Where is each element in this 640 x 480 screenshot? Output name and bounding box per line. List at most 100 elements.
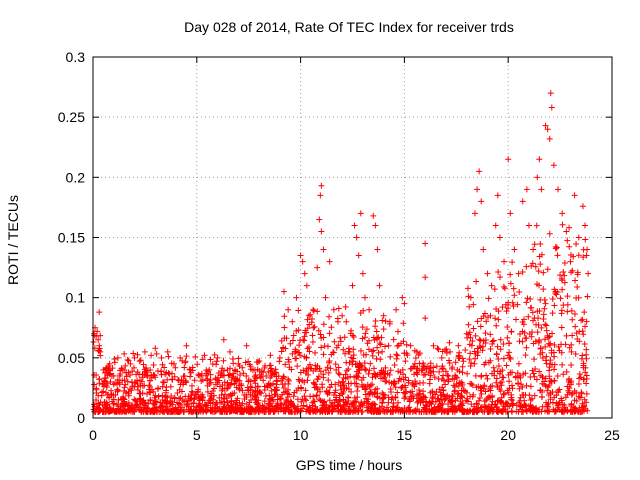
data-point <box>519 328 526 335</box>
data-point <box>284 398 291 405</box>
data-point <box>480 385 487 392</box>
data-point <box>244 407 251 414</box>
data-point <box>297 352 304 359</box>
data-point <box>261 387 268 394</box>
data-point <box>374 246 381 253</box>
data-point <box>507 271 514 278</box>
data-point <box>207 408 214 415</box>
data-point <box>427 372 434 379</box>
data-point <box>338 386 345 393</box>
data-point <box>398 385 405 392</box>
data-point <box>349 332 356 339</box>
data-point <box>553 244 560 251</box>
data-point <box>407 389 414 396</box>
data-point <box>135 386 142 393</box>
data-point <box>342 371 349 378</box>
data-point <box>252 375 259 382</box>
data-point <box>542 375 549 382</box>
data-point <box>504 400 511 407</box>
data-point <box>302 387 309 394</box>
data-point <box>495 269 502 276</box>
data-point <box>555 186 562 193</box>
data-point <box>471 210 478 217</box>
data-point <box>100 366 107 373</box>
data-point <box>560 371 567 378</box>
data-point <box>414 399 421 406</box>
data-point <box>395 342 402 349</box>
data-point <box>497 346 504 353</box>
data-point <box>468 359 475 366</box>
data-point <box>499 407 506 414</box>
data-point <box>451 388 458 395</box>
x-tick-label: 15 <box>397 427 413 443</box>
data-point <box>399 294 406 301</box>
data-point <box>356 367 363 374</box>
data-point <box>505 389 512 396</box>
data-point <box>251 392 258 399</box>
data-point <box>549 330 556 337</box>
data-point <box>456 379 463 386</box>
data-point <box>322 294 329 301</box>
data-point <box>136 358 143 365</box>
data-point <box>143 372 150 379</box>
data-point <box>563 368 570 375</box>
data-point <box>228 398 235 405</box>
data-point <box>547 396 554 403</box>
data-point <box>354 387 361 394</box>
data-point <box>456 406 463 413</box>
data-point <box>118 396 125 403</box>
data-point <box>459 363 466 370</box>
data-point <box>259 407 266 414</box>
data-point <box>345 366 352 373</box>
data-point <box>121 366 128 373</box>
data-point <box>455 390 462 397</box>
data-point <box>163 399 170 406</box>
data-point <box>559 361 566 368</box>
data-point <box>580 402 587 409</box>
data-point <box>187 373 194 380</box>
data-point <box>320 374 327 381</box>
data-point <box>348 354 355 361</box>
data-point <box>449 364 456 371</box>
data-point <box>316 216 323 223</box>
data-point <box>571 192 578 199</box>
data-point <box>489 398 496 405</box>
data-point <box>436 386 443 393</box>
data-point <box>517 381 524 388</box>
data-point <box>452 373 459 380</box>
data-point <box>554 252 561 259</box>
data-point <box>446 396 453 403</box>
data-point <box>374 408 381 415</box>
data-point <box>321 405 328 412</box>
data-point <box>487 383 494 390</box>
data-point <box>310 393 317 400</box>
data-point <box>454 391 461 398</box>
data-point <box>191 395 198 402</box>
data-point <box>539 355 546 362</box>
data-point <box>545 383 552 390</box>
data-point <box>220 336 227 343</box>
data-point <box>536 156 543 163</box>
data-point <box>125 408 132 415</box>
data-point <box>582 236 589 243</box>
data-point <box>374 385 381 392</box>
data-point <box>359 324 366 331</box>
data-point <box>523 263 530 270</box>
data-point <box>242 359 249 366</box>
data-point <box>186 366 193 373</box>
data-point <box>384 370 391 377</box>
data-point <box>382 378 389 385</box>
data-point <box>107 391 114 398</box>
data-point <box>301 393 308 400</box>
data-point <box>541 305 548 312</box>
data-point <box>495 316 502 323</box>
data-point <box>379 399 386 406</box>
data-point <box>470 408 477 415</box>
data-point <box>348 327 355 334</box>
data-point <box>100 388 107 395</box>
chart-title: Day 028 of 2014, Rate Of TEC Index for r… <box>184 19 514 35</box>
data-point <box>554 372 561 379</box>
data-point <box>529 260 536 267</box>
data-point <box>332 381 339 388</box>
data-point <box>402 358 409 365</box>
